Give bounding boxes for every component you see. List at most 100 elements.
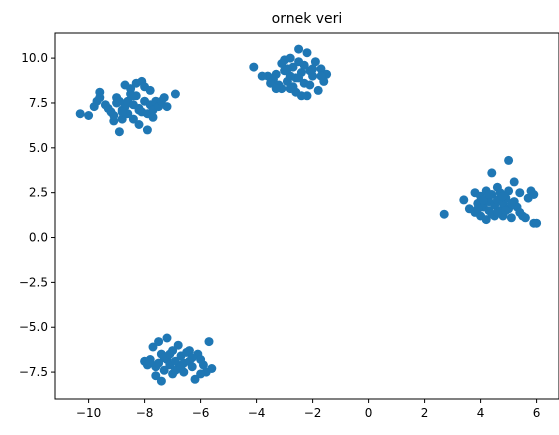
scatter-point: [266, 78, 276, 88]
scatter-point: [257, 71, 267, 81]
scatter-point: [478, 195, 488, 205]
scatter-point: [439, 209, 449, 219]
scatter-point: [487, 168, 497, 178]
x-tick-label: 6: [533, 406, 541, 420]
scatter-point: [84, 111, 94, 120]
y-tick-label: −2.5: [19, 275, 48, 289]
scatter-point: [313, 85, 323, 95]
scatter-point: [154, 337, 164, 347]
scatter-point: [162, 333, 172, 343]
scatter-point: [310, 57, 320, 67]
scatter-point: [95, 87, 105, 97]
scatter-point: [532, 218, 542, 228]
scatter-point: [271, 69, 281, 79]
scatter-point: [515, 188, 525, 198]
data-points: [75, 44, 542, 386]
x-tick-label: 2: [421, 406, 429, 420]
scatter-point: [142, 125, 152, 135]
scatter-point: [285, 53, 295, 63]
scatter-point: [196, 369, 206, 379]
y-tick-label: 2.5: [29, 186, 48, 200]
scatter-point: [170, 89, 180, 99]
scatter-point: [173, 340, 183, 350]
scatter-point: [305, 80, 315, 90]
scatter-point: [145, 358, 155, 368]
scatter-point: [509, 177, 519, 187]
y-tick-label: −7.5: [19, 365, 48, 379]
scatter-point: [294, 44, 304, 54]
scatter-point: [520, 213, 530, 223]
scatter-point: [249, 62, 259, 72]
scatter-point: [170, 356, 180, 366]
scatter-point: [308, 71, 318, 81]
scatter-point: [204, 337, 214, 347]
scatter-point: [75, 109, 85, 119]
scatter-point: [187, 362, 197, 372]
x-tick-label: −10: [76, 406, 101, 420]
scatter-point: [120, 80, 130, 90]
scatter-point: [162, 102, 172, 112]
scatter-point: [459, 195, 469, 205]
scatter-point: [484, 190, 494, 199]
scatter-point: [148, 112, 158, 122]
scatter-point: [504, 155, 514, 165]
scatter-point: [299, 60, 309, 70]
scatter-point: [277, 59, 287, 68]
x-tick-label: −8: [136, 406, 154, 420]
scatter-point: [308, 64, 318, 74]
scatter-point: [294, 73, 304, 83]
scatter-point: [151, 371, 161, 381]
scatter-point: [271, 84, 281, 94]
scatter-point: [165, 349, 175, 359]
scatter-point: [114, 96, 124, 106]
scatter-point: [498, 191, 508, 201]
scatter-point: [501, 206, 511, 216]
scatter-point: [154, 358, 164, 368]
y-tick-label: 10.0: [21, 51, 48, 65]
scatter-point: [187, 353, 197, 363]
y-tick-label: 0.0: [29, 231, 48, 245]
y-tick-label: −5.0: [19, 320, 48, 334]
x-tick-label: −4: [248, 406, 266, 420]
scatter-point: [207, 364, 217, 373]
scatter-point: [117, 114, 127, 124]
y-tick-label: 5.0: [29, 141, 48, 155]
scatter-point: [473, 204, 483, 214]
scatter-point: [156, 376, 166, 386]
scatter-point: [316, 71, 326, 81]
x-tick-label: −2: [304, 406, 322, 420]
scatter-point: [145, 85, 155, 95]
scatter-point: [128, 114, 138, 124]
scatter-point: [148, 342, 158, 352]
chart-title: ornek veri: [272, 11, 343, 27]
scatter-point: [529, 190, 539, 199]
plot-frame: [54, 32, 559, 400]
scatter-point: [285, 84, 295, 94]
scatter-point: [198, 360, 208, 370]
x-tick-label: 0: [365, 406, 373, 420]
scatter-point: [128, 91, 138, 101]
scatter-point: [109, 111, 119, 120]
x-tick-label: −6: [192, 406, 210, 420]
x-axis: −10 −8 −6 −4 −2 0 2 4 6: [76, 399, 540, 420]
y-tick-label: 7.5: [29, 96, 48, 110]
scatter-point: [134, 120, 144, 129]
scatter-point: [481, 215, 491, 225]
scatter-point: [302, 48, 312, 58]
scatter-point: [117, 107, 127, 117]
scatter-point: [492, 207, 502, 217]
scatter-point: [100, 100, 110, 110]
y-axis: −7.5 −5.0 −2.5 0.0 2.5 5.0 7.5 10.0: [19, 51, 55, 379]
scatter-point: [184, 346, 194, 356]
scatter-point: [134, 105, 144, 115]
scatter-point: [159, 93, 169, 103]
scatter-point: [190, 374, 200, 384]
scatter-point: [176, 362, 186, 372]
scatter-point: [114, 127, 124, 137]
x-tick-label: 4: [477, 406, 485, 420]
scatter-point: [316, 64, 326, 74]
scatter-point: [506, 198, 516, 208]
scatter-point: [282, 64, 292, 74]
scatter-point: [506, 213, 516, 223]
